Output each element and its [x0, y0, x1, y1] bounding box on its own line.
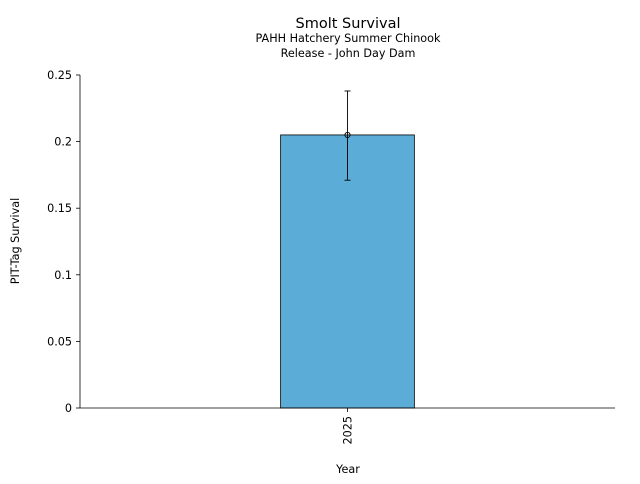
x-tick-label-2025: 2025	[342, 416, 355, 444]
chart-title: Smolt Survival	[296, 16, 401, 32]
chart-subtitle-line-1: PAHH Hatchery Summer Chinook	[256, 32, 441, 45]
y-tick-label-1: 0.05	[47, 335, 72, 348]
y-tick-label-2: 0.1	[54, 269, 72, 282]
x-axis-label: Year	[335, 463, 360, 476]
y-axis-label: PIT-Tag Survival	[9, 198, 22, 284]
y-tick-label-5: 0.25	[47, 69, 72, 82]
y-tick-label-0: 0	[65, 402, 72, 415]
plot-area: 2025 0 0.05 0.1 0.15 0.2 0.25	[47, 69, 615, 444]
y-tick-label-4: 0.2	[54, 136, 72, 149]
point-marker-2025	[344, 131, 351, 138]
chart-subtitle-line-2: Release - John Day Dam	[281, 47, 416, 60]
y-tick-label-3: 0.15	[47, 202, 72, 215]
